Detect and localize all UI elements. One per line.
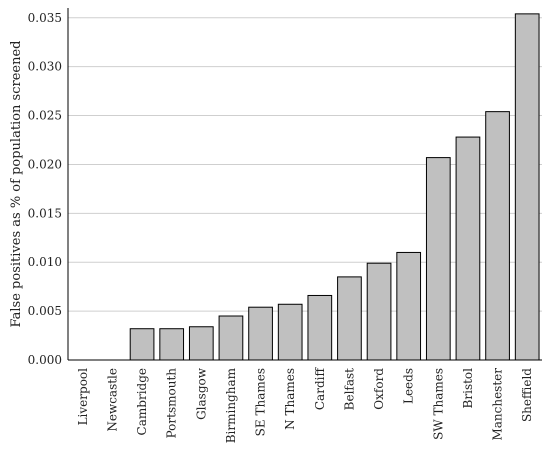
bar-bristol [455,136,481,361]
bar-se-thames [248,306,273,361]
x-tick-label: Manchester [491,368,505,441]
x-tick-labels: Liverpool Newcastle Cambridge Portsmouth Gla… [76,367,534,444]
bar-n-thames [277,303,303,361]
y-tick-labels: 0.000 0.005 0.010 0.015 0.020 0.025 0.030 0.035 [28,11,62,367]
x-tick-label: SE Thames [254,368,268,436]
bar-belfast [337,276,362,361]
bar-leeds [396,251,422,361]
x-tick-label: Sheffield [520,368,534,422]
bar-sheffield [514,13,540,361]
y-tick-label: 0.030 [28,60,62,74]
bar-glasgow [188,326,214,361]
y-tick-label: 0.020 [28,157,62,171]
bar-portsmouth [159,328,185,361]
x-tick-label: Liverpool [76,368,90,426]
y-axis-title: False positives as % of population scree… [9,41,24,328]
y-tick-label: 0.025 [28,109,62,123]
x-tick-label: Belfast [342,368,356,411]
x-tick-label: Glasgow [194,367,208,420]
x-tick-label: Birmingham [224,367,238,443]
y-tick-label: 0.005 [28,304,62,318]
x-tick-label: Newcastle [105,368,119,432]
bar-manchester [485,111,510,361]
x-tick-label: Cardiff [313,367,327,411]
bar-cardiff [307,294,333,361]
x-tick-label: Portsmouth [165,368,179,439]
x-tick-label: Bristol [461,368,475,409]
bars [129,13,540,361]
x-tick-label: SW Thames [431,368,445,440]
bar-birmingham [218,315,244,361]
bar-oxford [366,262,392,361]
y-tick-label: 0.035 [28,11,62,25]
x-tick-label: Cambridge [135,368,149,435]
bar-sw-thames [425,157,451,361]
y-tick-label: 0.015 [28,206,62,220]
grid-lines [68,17,542,312]
x-tick-label: N Thames [283,368,297,430]
x-tick-label: Oxford [372,368,386,410]
y-tick-label: 0.000 [28,353,62,367]
x-tick-label: Leeds [402,368,416,404]
y-tick-label: 0.010 [28,255,62,269]
bar-cambridge [129,328,155,361]
